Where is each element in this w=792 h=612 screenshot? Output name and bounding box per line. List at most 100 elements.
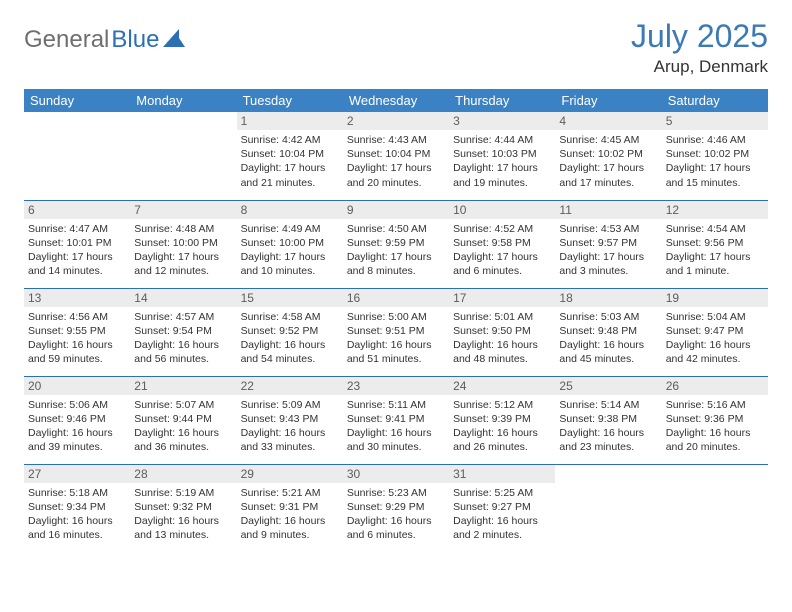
day-details: Sunrise: 4:56 AMSunset: 9:55 PMDaylight:… [28, 310, 126, 367]
day-number: 25 [555, 377, 661, 395]
day-details: Sunrise: 5:03 AMSunset: 9:48 PMDaylight:… [559, 310, 657, 367]
day-detail-line: Sunset: 9:55 PM [28, 324, 126, 338]
day-detail-line: and 15 minutes. [666, 176, 764, 190]
page-subtitle: Arup, Denmark [631, 57, 768, 77]
day-number: 1 [237, 112, 343, 130]
day-detail-line: Sunset: 9:58 PM [453, 236, 551, 250]
day-detail-line: and 19 minutes. [453, 176, 551, 190]
day-details: Sunrise: 4:43 AMSunset: 10:04 PMDaylight… [347, 133, 445, 190]
day-details: Sunrise: 5:18 AMSunset: 9:34 PMDaylight:… [28, 486, 126, 543]
day-number: 26 [662, 377, 768, 395]
calendar-week-row: 20Sunrise: 5:06 AMSunset: 9:46 PMDayligh… [24, 376, 768, 464]
day-detail-line: and 6 minutes. [347, 528, 445, 542]
day-detail-line: Sunrise: 5:16 AM [666, 398, 764, 412]
day-detail-line: Sunrise: 4:43 AM [347, 133, 445, 147]
day-number: 3 [449, 112, 555, 130]
weekday-header: Monday [130, 89, 236, 112]
day-detail-line: Daylight: 17 hours [666, 161, 764, 175]
day-detail-line: Sunset: 9:54 PM [134, 324, 232, 338]
day-number: 31 [449, 465, 555, 483]
weekday-header: Tuesday [237, 89, 343, 112]
day-detail-line: Sunrise: 5:12 AM [453, 398, 551, 412]
day-detail-line: Daylight: 16 hours [28, 338, 126, 352]
calendar-day-cell: 16Sunrise: 5:00 AMSunset: 9:51 PMDayligh… [343, 288, 449, 376]
day-detail-line: Sunrise: 4:47 AM [28, 222, 126, 236]
day-detail-line: and 12 minutes. [134, 264, 232, 278]
day-number: 4 [555, 112, 661, 130]
calendar-day-cell: 22Sunrise: 5:09 AMSunset: 9:43 PMDayligh… [237, 376, 343, 464]
day-detail-line: and 21 minutes. [241, 176, 339, 190]
day-details: Sunrise: 4:42 AMSunset: 10:04 PMDaylight… [241, 133, 339, 190]
day-detail-line: Sunset: 10:00 PM [241, 236, 339, 250]
day-detail-line: Sunrise: 4:45 AM [559, 133, 657, 147]
title-block: July 2025 Arup, Denmark [631, 18, 768, 77]
day-detail-line: and 45 minutes. [559, 352, 657, 366]
day-detail-line: Sunrise: 4:53 AM [559, 222, 657, 236]
day-detail-line: Sunset: 9:34 PM [28, 500, 126, 514]
calendar-day-cell: 23Sunrise: 5:11 AMSunset: 9:41 PMDayligh… [343, 376, 449, 464]
day-detail-line: Sunset: 9:31 PM [241, 500, 339, 514]
day-detail-line: Daylight: 16 hours [453, 514, 551, 528]
brand-logo: GeneralBlue [24, 18, 185, 54]
day-detail-line: Sunrise: 5:03 AM [559, 310, 657, 324]
day-number: 21 [130, 377, 236, 395]
calendar-week-row: 1 Sunrise: 4:42 AMSunset: 10:04 PMDayligh… [24, 112, 768, 200]
calendar-day-cell: 27Sunrise: 5:18 AMSunset: 9:34 PMDayligh… [24, 464, 130, 552]
day-detail-line: Sunset: 9:39 PM [453, 412, 551, 426]
day-detail-line: Sunrise: 4:49 AM [241, 222, 339, 236]
day-number: 14 [130, 289, 236, 307]
day-detail-line: and 36 minutes. [134, 440, 232, 454]
day-detail-line: Sunset: 10:04 PM [241, 147, 339, 161]
day-detail-line: and 51 minutes. [347, 352, 445, 366]
day-details: Sunrise: 4:52 AMSunset: 9:58 PMDaylight:… [453, 222, 551, 279]
day-detail-line: Daylight: 17 hours [666, 250, 764, 264]
day-detail-line: Sunset: 9:47 PM [666, 324, 764, 338]
day-detail-line: and 20 minutes. [347, 176, 445, 190]
day-detail-line: Daylight: 16 hours [241, 426, 339, 440]
day-detail-line: Sunset: 10:02 PM [559, 147, 657, 161]
day-details: Sunrise: 5:09 AMSunset: 9:43 PMDaylight:… [241, 398, 339, 455]
day-detail-line: Sunrise: 5:18 AM [28, 486, 126, 500]
day-number: 17 [449, 289, 555, 307]
day-detail-line: Sunset: 9:51 PM [347, 324, 445, 338]
calendar-day-cell: 4 Sunrise: 4:45 AMSunset: 10:02 PMDayligh… [555, 112, 661, 200]
day-detail-line: Daylight: 17 hours [559, 250, 657, 264]
day-detail-line: Daylight: 17 hours [347, 161, 445, 175]
calendar-day-cell: 7Sunrise: 4:48 AMSunset: 10:00 PMDayligh… [130, 200, 236, 288]
weekday-header: Friday [555, 89, 661, 112]
day-detail-line: Sunset: 10:02 PM [666, 147, 764, 161]
day-detail-line: and 16 minutes. [28, 528, 126, 542]
day-details: Sunrise: 5:25 AMSunset: 9:27 PMDaylight:… [453, 486, 551, 543]
day-detail-line: and 10 minutes. [241, 264, 339, 278]
day-number: 13 [24, 289, 130, 307]
day-number: 19 [662, 289, 768, 307]
weekday-header: Sunday [24, 89, 130, 112]
day-detail-line: Sunset: 10:03 PM [453, 147, 551, 161]
day-detail-line: Daylight: 17 hours [347, 250, 445, 264]
day-details: Sunrise: 4:53 AMSunset: 9:57 PMDaylight:… [559, 222, 657, 279]
day-details: Sunrise: 5:19 AMSunset: 9:32 PMDaylight:… [134, 486, 232, 543]
day-detail-line: and 14 minutes. [28, 264, 126, 278]
day-detail-line: Sunrise: 5:11 AM [347, 398, 445, 412]
day-number: 6 [24, 201, 130, 219]
calendar-week-row: 13 Sunrise: 4:56 AMSunset: 9:55 PMDayligh… [24, 288, 768, 376]
day-number: 10 [449, 201, 555, 219]
day-detail-line: Sunset: 9:41 PM [347, 412, 445, 426]
day-details: Sunrise: 4:45 AMSunset: 10:02 PMDaylight… [559, 133, 657, 190]
calendar-day-cell: 6Sunrise: 4:47 AMSunset: 10:01 PMDayligh… [24, 200, 130, 288]
calendar-day-cell: 11Sunrise: 4:53 AMSunset: 9:57 PMDayligh… [555, 200, 661, 288]
day-detail-line: Sunrise: 4:57 AM [134, 310, 232, 324]
calendar-day-cell: 18 Sunrise: 5:03 AMSunset: 9:48 PMDayligh… [555, 288, 661, 376]
day-detail-line: and 48 minutes. [453, 352, 551, 366]
day-detail-line: Sunrise: 5:06 AM [28, 398, 126, 412]
weekday-header: Saturday [662, 89, 768, 112]
page-title: July 2025 [631, 18, 768, 55]
day-detail-line: Sunrise: 5:25 AM [453, 486, 551, 500]
day-detail-line: Daylight: 16 hours [559, 338, 657, 352]
day-number: 18 [555, 289, 661, 307]
day-detail-line: Daylight: 17 hours [241, 161, 339, 175]
day-detail-line: Daylight: 16 hours [666, 338, 764, 352]
day-detail-line: and 2 minutes. [453, 528, 551, 542]
day-detail-line: Daylight: 16 hours [241, 338, 339, 352]
day-details: Sunrise: 5:06 AMSunset: 9:46 PMDaylight:… [28, 398, 126, 455]
